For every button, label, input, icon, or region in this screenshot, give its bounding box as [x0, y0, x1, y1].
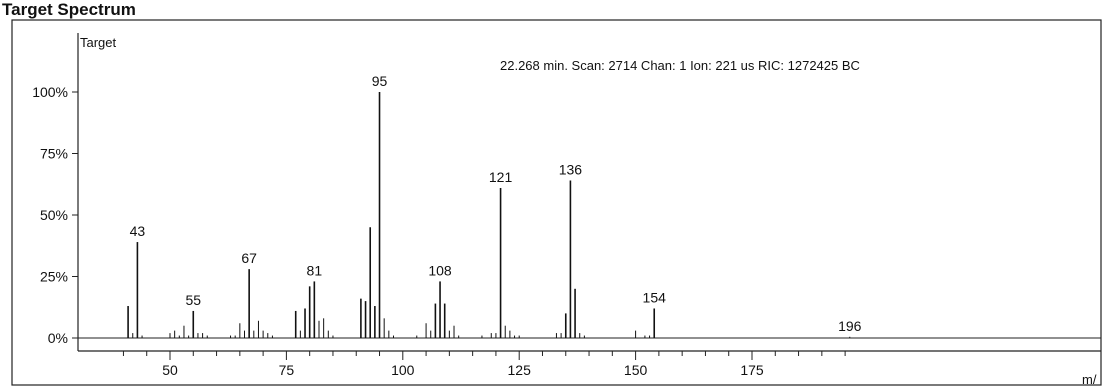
peak-label: 43: [130, 223, 146, 239]
scan-info: 22.268 min. Scan: 2714 Chan: 1 Ion: 221 …: [500, 58, 860, 73]
peak-label: 95: [372, 73, 388, 89]
peak-label: 136: [559, 162, 583, 178]
peak-label: 81: [307, 262, 323, 278]
x-tick-label: 50: [162, 362, 178, 378]
peak-series: [78, 92, 1101, 339]
peak-labels: 43 55 67 81 95 108 121 136 154 196: [130, 73, 862, 334]
peak-label: 196: [838, 318, 862, 334]
x-tick-label: 100: [391, 362, 415, 378]
x-tick-label: 75: [279, 362, 295, 378]
plot-frame: [11, 19, 1102, 386]
y-tick-label: 100%: [32, 84, 68, 100]
x-ticks: 50 75 100 125 150 175: [122, 351, 846, 378]
page-title: Target Spectrum: [2, 0, 136, 19]
x-tick-label: 125: [508, 362, 532, 378]
peak-label: 121: [489, 169, 513, 185]
peak-label: 154: [643, 289, 667, 305]
y-tick-label: 50%: [40, 207, 68, 223]
y-tick-label: 0%: [48, 330, 68, 346]
y-ticks: 0% 25% 50% 75% 100%: [32, 84, 78, 346]
x-tick-label: 150: [624, 362, 648, 378]
x-tick-label: 175: [740, 362, 764, 378]
peak-label: 67: [241, 250, 257, 266]
peak-label: 55: [185, 292, 201, 308]
panel-label: Target: [80, 35, 117, 50]
y-tick-label: 75%: [40, 146, 68, 162]
y-tick-label: 25%: [40, 269, 68, 285]
x-axis-label: m/: [1082, 372, 1097, 386]
peak-label: 108: [428, 262, 452, 278]
